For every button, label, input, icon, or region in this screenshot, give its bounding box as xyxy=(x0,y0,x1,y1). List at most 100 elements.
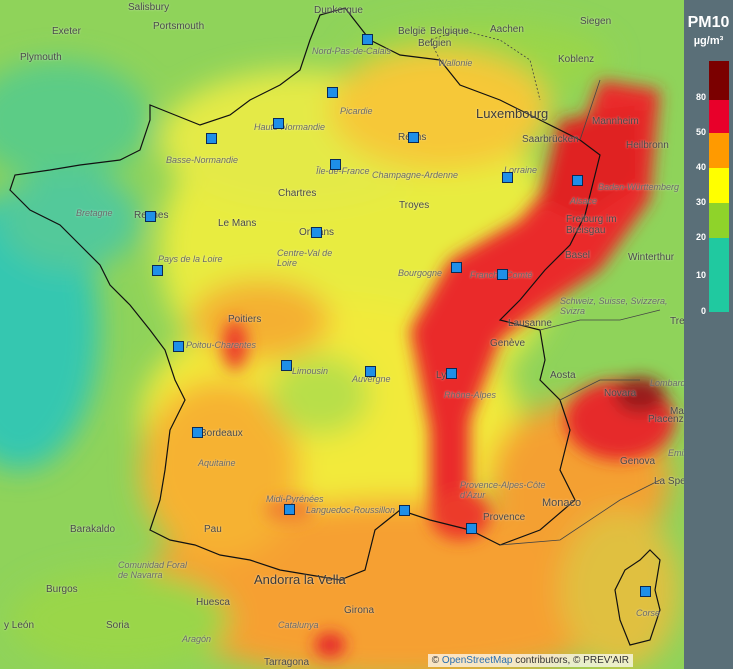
place-tarragona: Tarragona xyxy=(264,657,310,668)
place-auvergne: Auvergne xyxy=(352,374,391,384)
place-iledefrance: Île-de-France xyxy=(316,166,370,176)
station-marker[interactable] xyxy=(362,34,373,45)
swatch-20 xyxy=(709,203,729,238)
place-poitiers: Poitiers xyxy=(228,314,262,325)
place-belgie: België xyxy=(398,26,426,37)
place-lorraine: Lorraine xyxy=(504,165,538,175)
place-lombardia: Lombardia xyxy=(650,378,684,388)
station-marker[interactable] xyxy=(281,360,292,371)
legend-panel: PM10 µg/m³ 80 50 40 30 20 10 0 xyxy=(684,0,733,669)
tick-label: 50 xyxy=(695,127,706,137)
place-dunkerque: Dunkerque xyxy=(314,5,363,16)
place-bourgogne: Bourgogne xyxy=(398,268,443,278)
station-marker[interactable] xyxy=(145,211,156,222)
place-aragon: Aragón xyxy=(182,634,212,644)
station-marker[interactable] xyxy=(399,505,410,516)
station-marker[interactable] xyxy=(284,504,295,515)
place-nordpasdecalais: Nord-Pas-de-Calais xyxy=(312,46,392,56)
station-marker[interactable] xyxy=(273,118,284,129)
place-girona: Girona xyxy=(344,605,375,616)
place-rhonealpes: Rhône-Alpes xyxy=(444,390,497,400)
place-aosta: Aosta xyxy=(550,370,576,381)
place-schweiz: Schweiz, Suisse, Svizzera, Svizra xyxy=(560,296,668,316)
station-marker[interactable] xyxy=(497,269,508,280)
legend-title: PM10 xyxy=(687,14,730,31)
station-marker[interactable] xyxy=(365,366,376,377)
osm-link[interactable]: OpenStreetMap xyxy=(441,655,513,666)
swatch-30 xyxy=(709,168,729,203)
place-freiburg: Freiburg im Breisgau xyxy=(566,214,617,236)
place-paca: Provence-Alpes-Côte d'Azur xyxy=(460,480,546,500)
tick-label: 80 xyxy=(695,92,706,102)
station-marker[interactable] xyxy=(502,172,513,183)
place-bordeaux: Bordeaux xyxy=(200,428,243,439)
place-lausanne: Lausanne xyxy=(508,318,552,329)
place-lemans: Le Mans xyxy=(218,218,257,229)
place-hautenormandie: Haute-Normandie xyxy=(254,122,326,132)
swatch-10 xyxy=(709,238,729,312)
place-genova: Genova xyxy=(620,456,656,467)
tick-label: 0 xyxy=(700,306,706,316)
station-marker[interactable] xyxy=(192,427,203,438)
place-barakaldo: Barakaldo xyxy=(70,524,116,535)
place-aquitaine: Aquitaine xyxy=(198,458,236,468)
station-marker[interactable] xyxy=(446,368,457,379)
place-leon: y León xyxy=(4,620,35,631)
place-heilbronn: Heilbronn xyxy=(626,140,669,151)
place-picardie: Picardie xyxy=(340,106,373,116)
place-novara: Novara xyxy=(604,388,637,399)
place-belgique: Belgique xyxy=(430,26,469,37)
place-plymouth: Plymouth xyxy=(20,52,62,63)
swatch-80 xyxy=(709,61,729,100)
place-mannheim: Mannheim xyxy=(592,116,639,127)
place-saarbrucken: Saarbrücken xyxy=(522,134,579,145)
station-marker[interactable] xyxy=(152,265,163,276)
station-marker[interactable] xyxy=(640,586,651,597)
place-burgos: Burgos xyxy=(46,584,78,595)
station-marker[interactable] xyxy=(311,227,322,238)
station-marker[interactable] xyxy=(206,133,217,144)
station-marker[interactable] xyxy=(572,175,583,186)
place-laspezia: La Spezia xyxy=(654,476,684,487)
place-corse: Corse xyxy=(636,608,661,618)
place-bretagne: Bretagne xyxy=(76,208,113,218)
station-marker[interactable] xyxy=(173,341,184,352)
station-marker[interactable] xyxy=(451,262,462,273)
place-wallonie: Wallonie xyxy=(438,58,473,68)
tick-label: 20 xyxy=(695,232,706,242)
place-catalunya: Catalunya xyxy=(278,620,319,630)
place-aachen: Aachen xyxy=(490,24,524,35)
place-alsace: Alsace xyxy=(570,196,598,206)
swatch-40 xyxy=(709,133,729,168)
place-chartres: Chartres xyxy=(278,188,317,199)
place-soria: Soria xyxy=(106,620,130,631)
map-attribution: © OpenStreetMap contributors, © PREV'AIR xyxy=(427,654,633,667)
place-emilia: Emilia-Romagna xyxy=(668,448,684,458)
place-provence: Provence xyxy=(483,512,526,523)
place-salisbury: Salisbury xyxy=(128,2,170,13)
place-badenwurttemberg: Baden-Württemberg xyxy=(598,182,680,192)
place-winterthur: Winterthur xyxy=(628,252,675,263)
swatch-50 xyxy=(709,100,729,133)
place-languedoc: Languedoc-Roussillon xyxy=(306,505,396,515)
station-marker[interactable] xyxy=(466,523,477,534)
place-huesca: Huesca xyxy=(196,597,230,608)
place-luxembourg: Luxembourg xyxy=(476,106,549,121)
place-andorra: Andorra la Vella xyxy=(254,572,346,587)
place-pau: Pau xyxy=(204,524,222,535)
station-marker[interactable] xyxy=(330,159,341,170)
pm10-map[interactable]: Salisbury Exeter Portsmouth Plymouth Dun… xyxy=(0,0,684,669)
place-midipyrenees: Midi-Pyrénées xyxy=(266,494,324,504)
attribution-suffix: contributors, © PREV'AIR xyxy=(512,655,629,666)
place-piacenza: Piacenza xyxy=(648,414,684,425)
place-limousin: Limousin xyxy=(292,366,329,376)
place-navarra: Comunidad Foral de Navarra xyxy=(118,560,188,580)
place-centre: Centre-Val de Loire xyxy=(277,248,333,268)
place-belgien: Belgien xyxy=(418,38,452,49)
station-marker[interactable] xyxy=(408,132,419,143)
station-marker[interactable] xyxy=(327,87,338,98)
tick-label: 30 xyxy=(695,197,706,207)
tick-label: 10 xyxy=(695,270,706,280)
place-portsmouth: Portsmouth xyxy=(153,21,205,32)
place-bassenormandie: Basse-Normandie xyxy=(166,155,239,165)
